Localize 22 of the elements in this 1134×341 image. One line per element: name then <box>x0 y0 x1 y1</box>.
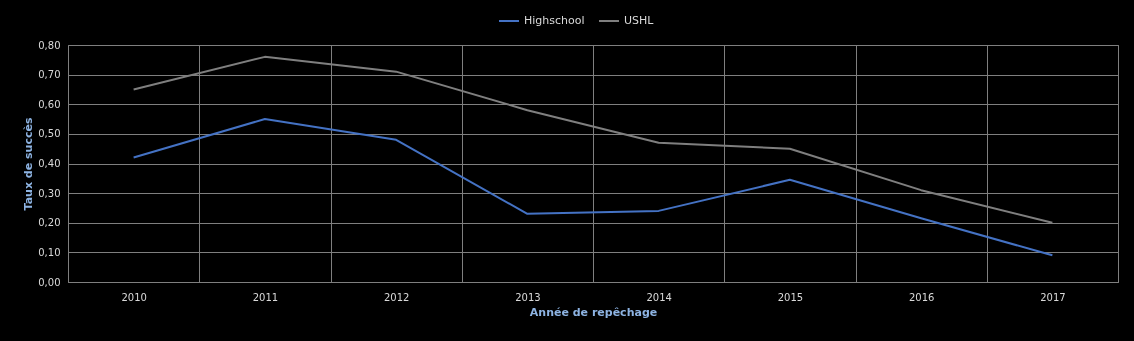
x-tick-label: 2014 <box>646 291 672 303</box>
y-axis-title: Taux de succès <box>22 117 36 211</box>
x-tick-label: 2015 <box>777 291 804 303</box>
x-tick-label: 2013 <box>515 291 541 303</box>
y-tick-label: 0,10 <box>38 246 61 258</box>
y-tick-label: 0,40 <box>38 158 61 169</box>
x-tick-label: 2017 <box>1040 291 1066 303</box>
legend-label: USHL <box>624 14 655 27</box>
x-tick-label: 2010 <box>121 291 147 303</box>
x-axis-title: Année de repêchage <box>529 305 658 319</box>
x-tick-label: 2011 <box>252 291 279 303</box>
x-tick-label: 2012 <box>383 291 410 303</box>
y-tick-label: 0,00 <box>38 276 61 288</box>
y-tick-label: 0,80 <box>38 39 61 51</box>
y-tick-label: 0,30 <box>38 187 61 199</box>
y-tick-label: 0,70 <box>38 69 61 81</box>
y-tick-label: 0,20 <box>38 217 61 229</box>
legend-label: Highschool <box>524 14 585 27</box>
y-tick-label: 0,50 <box>38 128 61 140</box>
y-tick-label: 0,60 <box>38 98 61 110</box>
line-series <box>132 118 1054 257</box>
x-tick-label: 2016 <box>908 291 935 303</box>
